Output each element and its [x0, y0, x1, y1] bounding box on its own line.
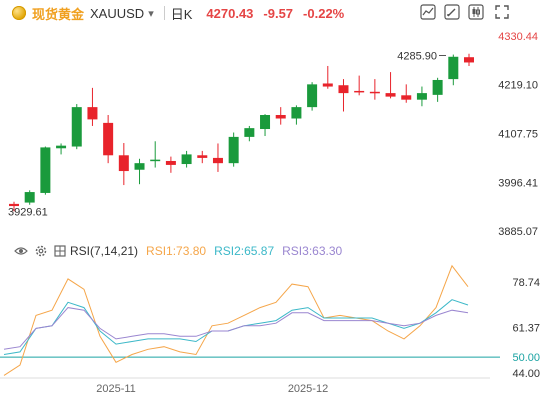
- x-tick-label: 2025-12: [288, 383, 328, 395]
- candle-body: [71, 107, 82, 147]
- candle-body: [432, 79, 443, 95]
- rsi3-label: RSI3:63.30: [282, 244, 343, 258]
- candle-body: [338, 85, 349, 94]
- candle-body: [448, 56, 459, 80]
- low-annotation: 3929.61: [8, 206, 48, 218]
- rsi2-label: RSI2:65.87: [214, 244, 275, 258]
- y-tick-label: 3885.07: [498, 226, 538, 238]
- rsi-y-tick-label: 78.74: [512, 277, 540, 289]
- rsi-chart[interactable]: 78.74 61.37 50.00 44.00 2025-11 2025-12: [0, 258, 542, 400]
- candlestick-chart[interactable]: 4285.90 3929.61 4330.44 4219.10 4107.75 3996.…: [0, 26, 542, 240]
- y-tick-label: 4107.75: [498, 129, 538, 141]
- rsi-y-tick-label: 61.37: [512, 322, 540, 334]
- instrument-symbol[interactable]: XAUUSD: [90, 5, 145, 21]
- candle-body: [165, 160, 176, 165]
- x-tick-label: 2025-11: [96, 383, 136, 395]
- eye-icon[interactable]: [14, 244, 28, 258]
- indicator-icon[interactable]: [420, 4, 436, 20]
- period-selector[interactable]: 日K: [170, 6, 193, 22]
- fullscreen-icon[interactable]: [494, 4, 510, 20]
- candle-body: [401, 95, 412, 100]
- candle-body: [307, 84, 318, 108]
- chevron-down-icon[interactable]: ▾: [148, 7, 154, 20]
- candle-body: [150, 159, 161, 162]
- candle-body: [24, 192, 35, 203]
- last-price: 4270.43: [206, 5, 254, 21]
- rsi-header: RSI(7,14,21) RSI1:73.80 RSI2:65.87 RSI3:…: [0, 242, 342, 260]
- candle-body: [416, 93, 427, 100]
- price-change-percent: -0.22%: [303, 5, 345, 21]
- candle-body: [275, 115, 286, 119]
- divider: [163, 6, 165, 20]
- candle-body: [197, 155, 208, 158]
- candle-body: [56, 145, 67, 149]
- rsi-y-tick-label: 44.00: [512, 368, 540, 380]
- candle-body: [354, 90, 365, 93]
- candle-body: [322, 83, 333, 87]
- candle-body: [181, 154, 192, 165]
- rsi-series-3: [3, 307, 469, 350]
- rsi-series-2: [3, 299, 469, 355]
- y-tick-label: 4219.10: [498, 80, 538, 92]
- price-change: -9.57: [263, 5, 294, 21]
- candle-body: [464, 57, 474, 63]
- candle-body: [118, 155, 129, 172]
- candle-body: [228, 136, 239, 164]
- indicator-settings-icon[interactable]: [54, 245, 66, 257]
- candle-body: [369, 91, 380, 94]
- candle-body: [87, 107, 98, 120]
- candle-body: [9, 203, 19, 207]
- gear-icon[interactable]: [34, 244, 48, 258]
- draw-icon[interactable]: [444, 4, 460, 20]
- rsi-y-tick-label: 50.00: [512, 352, 540, 364]
- y-tick-label: 3996.41: [498, 177, 538, 189]
- candle-body: [212, 157, 223, 164]
- candle-body: [385, 93, 396, 97]
- gold-coin-icon: [12, 6, 26, 20]
- candle-body: [40, 147, 51, 193]
- candle-style-icon[interactable]: [468, 4, 484, 20]
- instrument-name[interactable]: 现货黄金: [32, 6, 85, 22]
- chart-header: 现货黄金 XAUUSD ▾ 日K 4270.43 -9.57 -0.22%: [0, 0, 542, 26]
- rsi-title: RSI(7,14,21): [70, 244, 139, 258]
- y-tick-label: 4330.44: [498, 31, 538, 43]
- high-annotation: 4285.90: [397, 51, 437, 63]
- rsi-series-1: [3, 264, 469, 376]
- candle-body: [134, 163, 145, 170]
- rsi1-label: RSI1:73.80: [146, 244, 207, 258]
- candle-body: [291, 107, 302, 119]
- candle-body: [260, 115, 271, 130]
- candle-body: [103, 122, 114, 156]
- candle-body: [244, 128, 255, 137]
